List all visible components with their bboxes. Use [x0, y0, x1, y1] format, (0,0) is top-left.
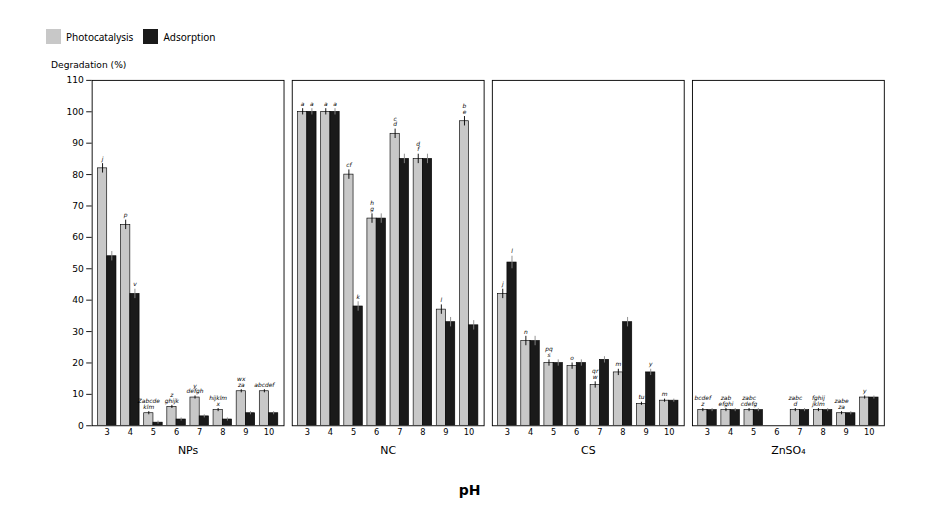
svg-text:6: 6: [174, 427, 179, 437]
svg-text:wxza: wxza: [237, 375, 246, 388]
svg-text:be: be: [463, 102, 467, 115]
html-text:Photocatalysis: Photocatalysis: [66, 29, 134, 44]
svg-text:70: 70: [72, 201, 84, 211]
svg-text:zabefghi: zabefghi: [719, 394, 734, 408]
svg-text:hg: hg: [370, 199, 374, 213]
svg-text:30: 30: [72, 326, 84, 336]
svg-text:NC: NC: [380, 444, 396, 457]
svg-text:qrw: qrw: [592, 367, 599, 380]
html-text:Adsorption: Adsorption: [163, 29, 216, 44]
svg-text:10: 10: [264, 427, 274, 437]
svg-text:3: 3: [105, 427, 110, 437]
svg-text:20: 20: [72, 358, 84, 368]
svg-text:y: y: [862, 387, 867, 395]
svg-text:6: 6: [374, 427, 379, 437]
svg-text:o: o: [570, 354, 574, 361]
svg-text:9: 9: [643, 427, 648, 437]
svg-text:3: 3: [305, 427, 310, 437]
svg-text:10: 10: [664, 427, 674, 437]
svg-text:zabccdefg: zabccdefg: [741, 394, 758, 408]
svg-text:90: 90: [72, 138, 84, 148]
svg-text:a: a: [310, 100, 314, 107]
svg-text:l: l: [441, 296, 443, 303]
svg-text:ZnSO₄: ZnSO₄: [771, 444, 806, 457]
svg-text:cf: cf: [346, 161, 352, 168]
svg-text:10: 10: [464, 427, 474, 437]
svg-text:4: 4: [128, 427, 133, 437]
svg-text:4: 4: [328, 427, 333, 437]
svg-text:a: a: [324, 100, 328, 107]
svg-text:5: 5: [751, 427, 756, 437]
svg-text:j: j: [101, 155, 104, 163]
svg-text:6: 6: [774, 427, 779, 437]
svg-text:60: 60: [72, 232, 84, 242]
svg-text:m: m: [662, 390, 668, 397]
svg-text:tu: tu: [638, 393, 644, 400]
svg-text:zabcd: zabcd: [787, 394, 802, 407]
svg-text:4: 4: [528, 427, 533, 437]
svg-text:k: k: [356, 293, 360, 300]
svg-text:0: 0: [78, 421, 84, 431]
svg-text:v: v: [133, 280, 137, 287]
svg-text:fghijjklm: fghijjklm: [811, 394, 825, 408]
svg-text:100: 100: [67, 107, 85, 117]
svg-text:8: 8: [820, 427, 825, 437]
svg-text:40: 40: [72, 295, 84, 305]
svg-text:df: df: [416, 140, 420, 153]
svg-text:9: 9: [844, 427, 849, 437]
svg-text:pqs: pqs: [544, 345, 553, 358]
svg-text:CS: CS: [581, 444, 596, 457]
svg-text:5: 5: [551, 427, 556, 437]
svg-text:4: 4: [728, 427, 733, 437]
svg-text:7: 7: [397, 427, 402, 437]
svg-text:y: y: [648, 360, 653, 368]
svg-text:7: 7: [597, 427, 602, 437]
svg-text:10: 10: [72, 389, 84, 399]
svg-text:a: a: [333, 100, 337, 107]
svg-text:Degradation (%): Degradation (%): [51, 60, 126, 70]
svg-text:abcdef: abcdef: [254, 381, 275, 388]
svg-text:7: 7: [197, 427, 202, 437]
svg-text:n: n: [524, 328, 528, 335]
svg-text:110: 110: [67, 75, 85, 85]
svg-text:8: 8: [620, 427, 625, 437]
svg-text:5: 5: [151, 427, 156, 437]
svg-text:7: 7: [797, 427, 802, 437]
svg-text:50: 50: [72, 264, 84, 274]
svg-text:6: 6: [574, 427, 579, 437]
svg-text:9: 9: [243, 427, 248, 437]
svg-text:cd: cd: [393, 115, 397, 128]
svg-text:80: 80: [72, 170, 84, 180]
svg-text:ydefgh: ydefgh: [187, 382, 204, 396]
svg-text:9: 9: [443, 427, 448, 437]
svg-text:Zabcdeklm: Zabcdeklm: [137, 397, 160, 410]
svg-text:a: a: [301, 100, 305, 107]
svg-text:5: 5: [351, 427, 356, 437]
svg-text:j: j: [501, 280, 504, 288]
html-text:pH: pH: [458, 481, 481, 498]
svg-text:p: p: [123, 211, 128, 219]
svg-text:3: 3: [705, 427, 710, 437]
svg-text:hijklmx: hijklmx: [209, 394, 227, 407]
svg-text:3: 3: [505, 427, 510, 437]
svg-text:zghijk: zghijk: [165, 391, 180, 405]
svg-text:8: 8: [420, 427, 425, 437]
svg-text:NPs: NPs: [178, 444, 199, 457]
svg-text:zabeza: zabeza: [833, 397, 848, 410]
svg-text:10: 10: [864, 427, 874, 437]
svg-text:m: m: [615, 360, 621, 367]
svg-text:8: 8: [220, 427, 225, 437]
svg-text:bcdefz: bcdefz: [695, 394, 712, 407]
svg-text:l: l: [511, 247, 513, 254]
